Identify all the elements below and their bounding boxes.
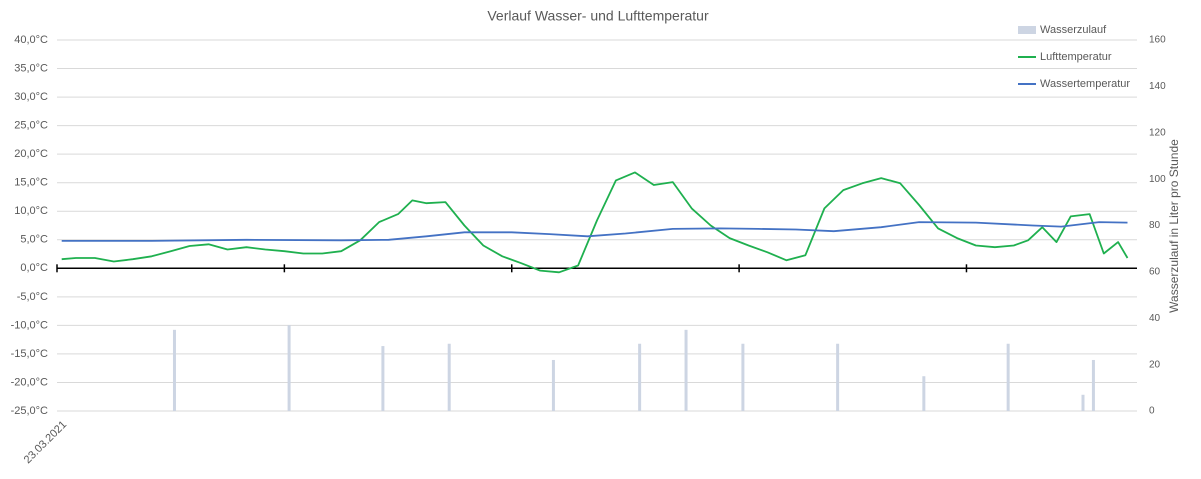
bar: [381, 346, 385, 411]
bar: [741, 343, 745, 411]
y-tick-label: 25,0°C: [14, 120, 48, 132]
bar: [551, 359, 555, 411]
y-tick-label: 10,0°C: [14, 205, 48, 217]
bar: [638, 343, 642, 411]
y-tick-label: 20,0°C: [14, 148, 48, 160]
x-tick-label: 23.03.2021: [22, 419, 69, 466]
legend-label: Wasserzulauf: [1040, 24, 1107, 36]
y-tick-label: -20,0°C: [11, 376, 48, 388]
y2-tick-label: 0: [1149, 406, 1155, 417]
y2-tick-label: 20: [1149, 359, 1161, 370]
line-series: [61, 171, 1129, 274]
bar: [836, 343, 840, 411]
y2-tick-label: 120: [1149, 127, 1166, 138]
y-tick-label: -15,0°C: [11, 348, 48, 360]
y2-tick-label: 60: [1149, 267, 1161, 278]
y2-tick-label: 100: [1149, 174, 1166, 185]
bar: [447, 343, 451, 411]
y2-tick-label: 40: [1149, 313, 1161, 324]
y2-tick-label: 80: [1149, 220, 1161, 231]
y-tick-label: 35,0°C: [14, 62, 48, 74]
chart-title: Verlauf Wasser- und Lufttemperatur: [487, 8, 709, 24]
legend-swatch: [1018, 26, 1036, 34]
y-tick-label: 30,0°C: [14, 91, 48, 103]
bar: [172, 329, 176, 411]
line-series: [61, 221, 1128, 242]
y-tick-label: 40,0°C: [14, 34, 48, 46]
y-tick-label: -10,0°C: [11, 319, 48, 331]
y-tick-label: 0,0°C: [20, 262, 48, 274]
y2-tick-label: 140: [1149, 81, 1166, 92]
bar: [684, 329, 688, 411]
y-tick-label: 15,0°C: [14, 177, 48, 189]
bar: [922, 376, 926, 411]
bar: [1006, 343, 1010, 411]
y2-axis-title: Wasserzulauf in Liter pro Stunde: [1167, 139, 1181, 313]
bar: [1081, 394, 1085, 411]
y2-tick-label: 160: [1149, 35, 1166, 46]
bar: [1091, 359, 1095, 411]
legend-label: Lufttemperatur: [1040, 51, 1112, 63]
y-tick-label: 5,0°C: [20, 234, 48, 246]
legend-label: Wassertemperatur: [1040, 78, 1130, 90]
bar: [287, 325, 291, 411]
y-tick-label: -5,0°C: [17, 291, 48, 303]
y-tick-label: -25,0°C: [11, 405, 48, 417]
